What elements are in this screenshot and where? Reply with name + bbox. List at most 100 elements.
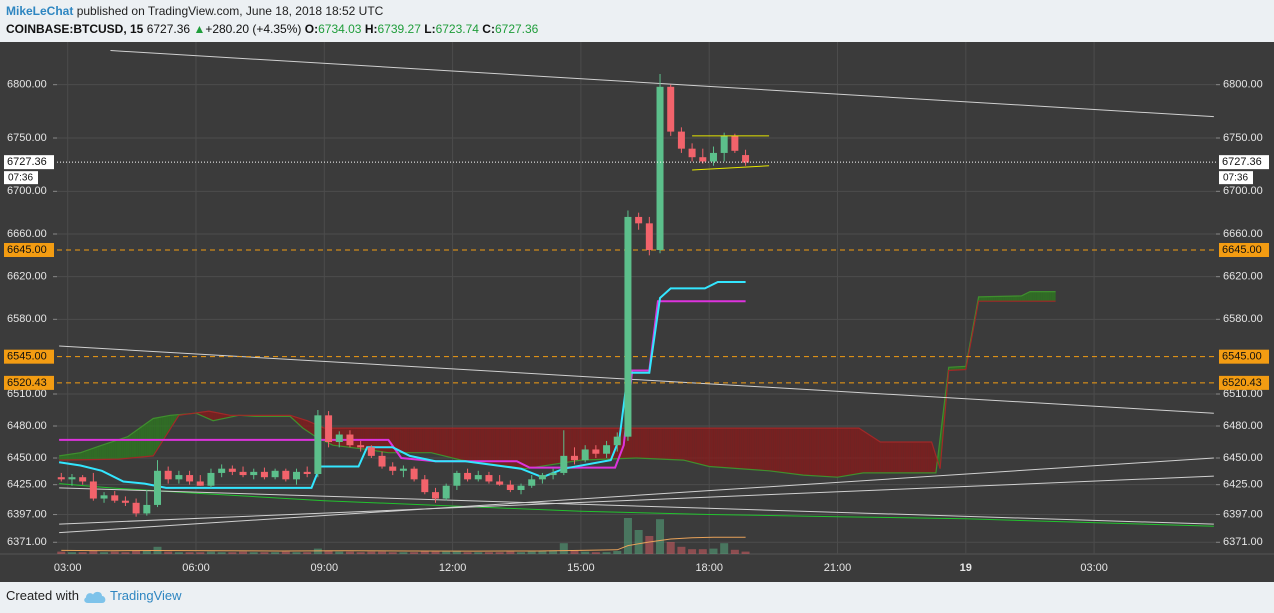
x-tick-label: 06:00 (182, 562, 210, 574)
ichimoku-cloud-segment (133, 430, 137, 458)
ichimoku-cloud-segment (360, 428, 363, 449)
ichimoku-cloud-segment (719, 428, 723, 468)
ichimoku-cloud-segment (666, 428, 669, 460)
countdown-bg-right (1219, 171, 1253, 185)
ichimoku-cloud-segment (655, 428, 658, 459)
ichimoku-cloud-segment (452, 428, 455, 459)
price-chart[interactable]: 6371.00 6371.00 6397.00 6397.00 6425.00 6425.… (0, 42, 1274, 582)
ichimoku-cloud-segment (848, 428, 851, 476)
ichimoku-cloud-segment (548, 428, 551, 466)
candle-body (645, 223, 653, 250)
ichimoku-cloud-segment (219, 413, 222, 420)
ichimoku-cloud-segment (95, 446, 98, 460)
ichimoku-cloud-segment (852, 428, 855, 475)
ichimoku-cloud-segment (503, 428, 507, 467)
ichimoku-cloud-segment (751, 428, 755, 470)
ichimoku-cloud-segment (478, 428, 481, 463)
ichimoku-cloud-segment (980, 296, 983, 302)
ichimoku-cloud-segment (884, 442, 887, 473)
y-tick-label-left: 6620.00 (7, 271, 47, 283)
author-name[interactable]: MikeLeChat (6, 4, 74, 18)
ichimoku-cloud-segment (480, 428, 483, 463)
open-value: 6734.03 (318, 22, 362, 36)
candle-body (581, 449, 589, 461)
ichimoku-cloud-segment (555, 428, 558, 465)
volume-bar (185, 552, 194, 554)
ichimoku-cloud-segment (670, 428, 673, 460)
ichimoku-cloud-segment (843, 428, 847, 477)
ichimoku-cloud-segment (568, 428, 571, 463)
ichimoku-cloud-segment (839, 428, 842, 477)
ichimoku-cloud-segment (463, 428, 466, 461)
ichimoku-cloud-segment (602, 428, 605, 460)
price-change: +280.20 (+4.35%) (205, 22, 302, 36)
ichimoku-cloud-segment (739, 428, 742, 469)
ichimoku-cloud-segment (640, 428, 643, 459)
ichimoku-cloud-segment (1019, 295, 1022, 302)
ichimoku-cloud-segment (305, 420, 308, 431)
volume-bar (484, 552, 493, 554)
y-tick-label-right: 6620.00 (1223, 271, 1263, 283)
ichimoku-cloud-segment (433, 428, 436, 454)
ichimoku-cloud-segment (1053, 291, 1056, 302)
ichimoku-cloud-segment (833, 428, 836, 478)
ichimoku-cloud-segment (99, 445, 102, 460)
ichimoku-cloud-segment (473, 428, 477, 463)
time-axis (0, 554, 1274, 582)
y-tick-label-left: 6510.00 (7, 388, 47, 400)
ichimoku-cloud-segment (805, 428, 808, 476)
volume-bar (356, 552, 365, 554)
ichimoku-cloud-segment (777, 428, 780, 473)
volume-bar (634, 530, 643, 554)
close-value: 6727.36 (494, 22, 539, 36)
candle-body (260, 471, 268, 478)
ichimoku-cloud-segment (343, 428, 346, 447)
ichimoku-cloud-segment (127, 435, 130, 459)
ichimoku-cloud-segment (512, 428, 515, 468)
ichimoku-cloud-segment (737, 428, 740, 469)
candle-body (635, 216, 643, 224)
flag-pattern-line (692, 165, 770, 171)
level-label-right: 6545.00 (1222, 351, 1262, 363)
ichimoku-cloud-segment (638, 428, 641, 459)
ichimoku-cloud-segment (711, 428, 714, 467)
volume-bar (623, 518, 632, 554)
ichimoku-cloud-segment (578, 428, 581, 461)
ichimoku-cloud-segment (1040, 291, 1043, 302)
volume-bar (67, 552, 76, 554)
ichimoku-cloud-segment (210, 411, 214, 421)
ichimoku-cloud-segment (217, 412, 220, 420)
ichimoku-cloud-segment (985, 296, 988, 302)
ichimoku-cloud-segment (903, 442, 906, 473)
ichimoku-cloud-segment (745, 428, 748, 470)
volume-bar (517, 552, 526, 554)
ichimoku-cloud-segment (89, 448, 92, 460)
ichimoku-cloud-segment (570, 428, 573, 462)
candle-body (218, 468, 226, 473)
ichimoku-cloud-segment (867, 433, 870, 473)
ichimoku-cloud-segment (632, 428, 635, 459)
candle-body (613, 436, 621, 446)
ichimoku-cloud-segment (414, 428, 417, 453)
ichimoku-cloud-segment (790, 428, 793, 474)
tradingview-brand[interactable]: TradingView (110, 588, 182, 603)
ichimoku-cloud-segment (557, 428, 560, 464)
candle-body (378, 455, 386, 467)
ichimoku-cloud-segment (715, 428, 718, 468)
candle-body (143, 504, 151, 514)
volume-bar (527, 551, 536, 554)
ichimoku-cloud-segment (807, 428, 810, 476)
volume-bar (228, 552, 237, 554)
ichimoku-cloud-segment (362, 428, 365, 450)
volume-bar (431, 551, 440, 554)
ichimoku-cloud-segment (689, 428, 693, 463)
ichimoku-cloud-segment (1032, 291, 1035, 302)
volume-bar (645, 536, 654, 554)
ichimoku-cloud-segment (446, 428, 449, 457)
ichimoku-cloud-segment (506, 428, 509, 467)
volume-bar (538, 551, 547, 554)
ichimoku-cloud-segment (559, 428, 562, 464)
ichimoku-cloud-segment (636, 428, 639, 459)
ichimoku-cloud-segment (221, 413, 224, 419)
ichimoku-cloud-segment (157, 417, 160, 450)
